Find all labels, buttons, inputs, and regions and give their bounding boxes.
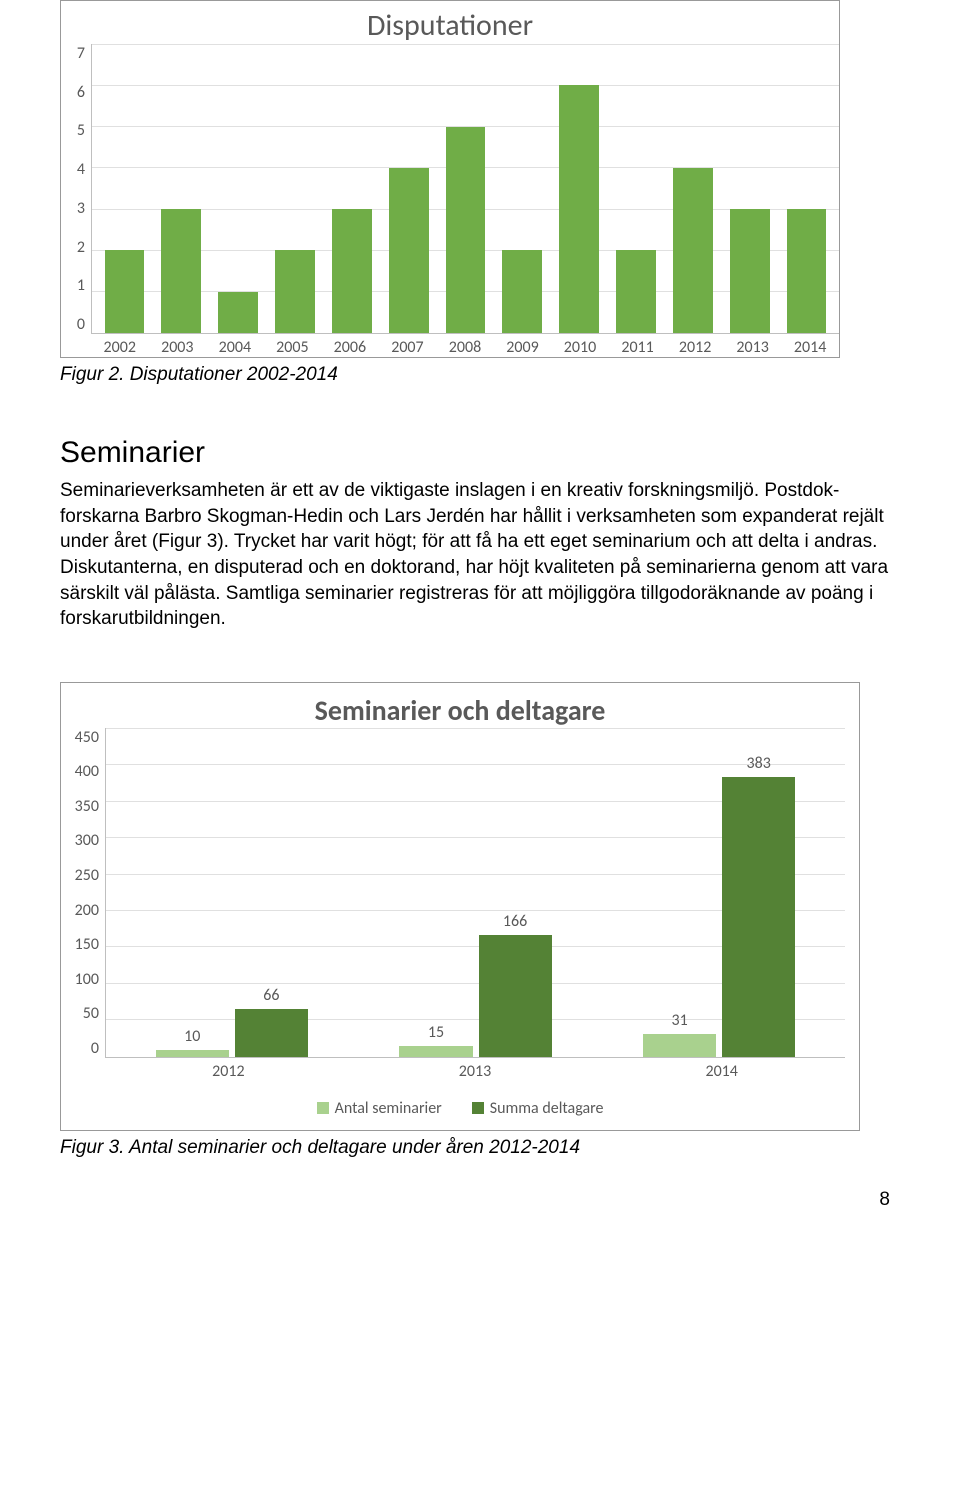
legend-label: Antal seminarier: [335, 1099, 442, 1118]
y-tick-label: 2: [77, 238, 85, 257]
y-tick-label: 1: [77, 276, 85, 295]
seminarier-heading: Seminarier: [60, 436, 900, 470]
legend-swatch: [317, 1102, 329, 1114]
y-tick-label: 7: [77, 44, 85, 63]
chart2-x-axis: 201220132014: [105, 1062, 845, 1081]
data-label: 166: [503, 912, 527, 931]
y-tick-label: 5: [77, 121, 85, 140]
chart2-legend: Antal seminarier Summa deltagare: [61, 1099, 859, 1130]
bar: [105, 250, 145, 333]
chart1-y-axis: 7 6 5 4 3 2 1 0: [61, 44, 91, 334]
data-label: 15: [428, 1023, 444, 1042]
chart2-plot: 10 66 15 166 31 383: [105, 728, 845, 1058]
x-tick-label: 2013: [352, 1062, 599, 1081]
chart2-y-axis: 450 400 350 300 250 200 150 100 50 0: [61, 728, 105, 1058]
y-tick-label: 300: [75, 831, 99, 850]
figure2-caption: Figur 2. Disputationer 2002-2014: [60, 364, 900, 386]
bar: [235, 1009, 308, 1057]
x-tick-label: 2005: [264, 338, 322, 357]
y-tick-label: 3: [77, 199, 85, 218]
y-tick-label: 400: [75, 762, 99, 781]
y-tick-label: 50: [83, 1004, 99, 1023]
bar: [332, 209, 372, 333]
x-tick-label: 2014: [781, 338, 839, 357]
x-tick-label: 2014: [598, 1062, 845, 1081]
x-tick-label: 2003: [149, 338, 207, 357]
legend-label: Summa deltagare: [490, 1099, 604, 1118]
bar: [730, 209, 770, 333]
bar: [399, 1046, 472, 1057]
data-label: 66: [263, 986, 279, 1005]
x-tick-label: 2011: [609, 338, 667, 357]
x-tick-label: 2002: [91, 338, 149, 357]
chart1-title: Disputationer: [61, 1, 839, 44]
disputationer-chart: Disputationer 76543210 20022003200420052…: [60, 0, 840, 358]
bar: [616, 250, 656, 333]
y-tick-label: 4: [77, 160, 85, 179]
legend-item: Antal seminarier: [317, 1099, 442, 1118]
y-tick-label: 200: [75, 901, 99, 920]
bar: [446, 127, 486, 333]
bar: [673, 168, 713, 333]
bar: [787, 209, 827, 333]
seminarier-deltagare-chart: Seminarier och deltagare 450 400 350 300 250…: [60, 682, 860, 1131]
x-tick-label: 2008: [436, 338, 494, 357]
x-tick-label: 2006: [321, 338, 379, 357]
x-tick-label: 2007: [379, 338, 437, 357]
x-tick-label: 2004: [206, 338, 264, 357]
y-tick-label: 6: [77, 83, 85, 102]
data-label: 10: [184, 1027, 200, 1046]
bar: [275, 250, 315, 333]
y-tick-label: 150: [75, 935, 99, 954]
x-tick-label: 2009: [494, 338, 552, 357]
bar: [643, 1034, 716, 1057]
chart1-plot: [91, 44, 839, 334]
x-tick-label: 2012: [666, 338, 724, 357]
y-tick-label: 0: [77, 315, 85, 334]
page-number: 8: [60, 1189, 900, 1211]
bar: [559, 85, 599, 333]
bar: [389, 168, 429, 333]
y-tick-label: 250: [75, 866, 99, 885]
seminarier-paragraph: Seminarieverksamheten är ett av de vikti…: [60, 478, 900, 632]
bar: [218, 292, 258, 333]
chart1-x-axis: 2002200320042005200620072008200920102011…: [91, 338, 839, 357]
figure3-caption: Figur 3. Antal seminarier och deltagare …: [60, 1137, 900, 1159]
bar: [161, 209, 201, 333]
y-tick-label: 100: [75, 970, 99, 989]
x-tick-label: 2010: [551, 338, 609, 357]
bar: [502, 250, 542, 333]
y-tick-label: 350: [75, 797, 99, 816]
legend-swatch: [472, 1102, 484, 1114]
bar: [479, 935, 552, 1056]
data-label: 383: [747, 754, 771, 773]
x-tick-label: 2012: [105, 1062, 352, 1081]
x-tick-label: 2013: [724, 338, 782, 357]
bar: [722, 777, 795, 1057]
legend-item: Summa deltagare: [472, 1099, 604, 1118]
data-label: 31: [672, 1011, 688, 1030]
chart2-title: Seminarier och deltagare: [61, 683, 859, 728]
y-tick-label: 450: [75, 728, 99, 747]
y-tick-label: 0: [91, 1039, 99, 1058]
bar: [156, 1050, 229, 1057]
